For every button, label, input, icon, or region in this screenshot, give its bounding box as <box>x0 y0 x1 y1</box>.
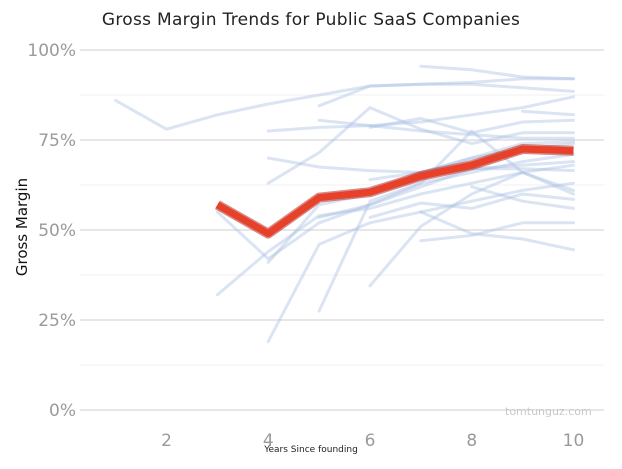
x-tick-label: 6 <box>365 431 376 451</box>
series-line-3 <box>419 64 575 81</box>
y-tick-label: 0% <box>49 401 76 421</box>
series-line-21 <box>470 185 575 210</box>
highlight-line <box>215 145 574 238</box>
y-axis-label: Gross Margin <box>13 177 31 277</box>
series-line-14 <box>215 163 575 297</box>
y-tick-label: 50% <box>38 221 76 241</box>
x-tick-label: 4 <box>263 431 274 451</box>
y-tick-label: 75% <box>38 131 76 151</box>
watermark: tomtunguz.com <box>505 405 592 418</box>
series-line-8 <box>266 106 575 185</box>
series-line-15 <box>266 181 575 344</box>
y-tick-label: 100% <box>27 41 76 61</box>
series-line-1 <box>114 77 575 131</box>
y-tick-label: 25% <box>38 311 76 331</box>
highlight-series <box>214 144 574 239</box>
y-tick-labels: 0% 25% 50% 75% 100% <box>27 41 76 421</box>
series-line-17 <box>368 170 575 288</box>
series-line-7 <box>521 109 575 117</box>
chart-title: Gross Margin Trends for Public SaaS Comp… <box>101 10 521 30</box>
series-line-16 <box>317 129 575 313</box>
x-tick-label: 10 <box>563 431 585 451</box>
series-line-19 <box>419 210 575 252</box>
series-line-20 <box>368 192 575 219</box>
series-line-2 <box>317 82 575 108</box>
background-series <box>114 64 575 344</box>
x-tick-label: 2 <box>161 431 172 451</box>
series-line-13 <box>215 160 575 261</box>
x-tick-label: 8 <box>466 431 477 451</box>
gridlines <box>80 49 604 411</box>
series-line-10 <box>317 152 575 219</box>
series-line-4 <box>266 95 575 133</box>
x-tick-labels: 2 4 6 8 10 <box>161 431 584 451</box>
series-line-5 <box>317 118 575 140</box>
series-line-18 <box>419 221 575 243</box>
series-line-6 <box>368 116 575 135</box>
x-axis-label: Years Since founding <box>264 445 358 455</box>
